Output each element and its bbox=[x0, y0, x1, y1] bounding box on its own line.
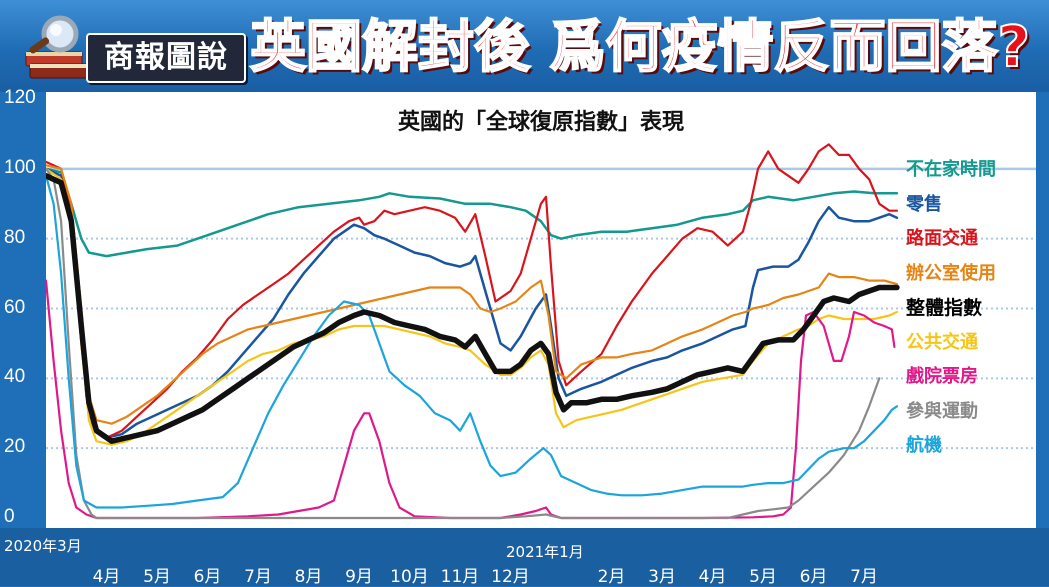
series-line-5 bbox=[46, 167, 899, 446]
x-tick-label: 7月 bbox=[244, 567, 272, 587]
series-line-0 bbox=[46, 167, 899, 258]
legend-item: 辦公室使用 bbox=[906, 262, 996, 284]
series-line-2 bbox=[46, 143, 899, 439]
x-tick-label: 12月 bbox=[491, 567, 530, 587]
x-tick-label: 11月 bbox=[440, 567, 480, 587]
legend-item: 路面交通 bbox=[906, 228, 978, 249]
y-tick-label: 120 bbox=[4, 87, 36, 108]
legend-item: 零售 bbox=[906, 193, 942, 215]
x-tick-label: 4月 bbox=[92, 567, 121, 587]
x-tick-label: 3月 bbox=[648, 567, 676, 587]
x-tick-label: 2021年1月 bbox=[506, 543, 584, 561]
series-line-3 bbox=[46, 164, 899, 425]
legend-item: 整體指數 bbox=[906, 297, 983, 319]
y-tick-label: 0 bbox=[4, 506, 15, 527]
headline: 英國解封後 爲何疫情反而回落? bbox=[249, 14, 1031, 81]
chart-title: 英國的「全球復原指數」表現 bbox=[397, 110, 684, 135]
x-tick-label: 5月 bbox=[749, 567, 777, 587]
x-tick-label: 10月 bbox=[390, 567, 429, 587]
y-tick-label: 20 bbox=[4, 436, 26, 458]
series-line-4 bbox=[46, 173, 900, 444]
x-tick-label: 6月 bbox=[193, 567, 222, 587]
y-tick-label: 100 bbox=[4, 156, 36, 178]
line-chart bbox=[46, 143, 1036, 520]
legend-item: 公共交通 bbox=[906, 331, 978, 353]
x-tick-label: 9月 bbox=[345, 567, 373, 587]
x-tick-label: 8月 bbox=[294, 567, 323, 587]
series-line-1 bbox=[46, 167, 899, 439]
x-tick-label: 2020年3月 bbox=[4, 537, 82, 555]
x-tick-label: 5月 bbox=[143, 567, 171, 587]
series-line-8 bbox=[46, 174, 899, 509]
x-axis-bar bbox=[0, 528, 1049, 586]
x-tick-label: 2月 bbox=[597, 567, 626, 587]
y-tick-label: 80 bbox=[4, 226, 26, 248]
x-tick-label: 6月 bbox=[799, 567, 828, 587]
legend-item: 不在家時間 bbox=[906, 159, 996, 180]
plot-area bbox=[46, 92, 1036, 528]
y-tick-label: 60 bbox=[4, 296, 26, 318]
y-tick-label: 40 bbox=[4, 366, 26, 388]
x-tick-label: 7月 bbox=[850, 567, 878, 587]
brand-badge: 商報圖說 bbox=[86, 33, 246, 83]
legend-item: 航機 bbox=[906, 435, 942, 456]
books-magnifier-icon bbox=[25, 15, 89, 79]
x-tick-label: 4月 bbox=[698, 567, 727, 587]
legend-item: 參與運動 bbox=[906, 400, 978, 422]
series-line-7 bbox=[46, 167, 881, 520]
legend-item: 戲院票房 bbox=[906, 366, 978, 387]
